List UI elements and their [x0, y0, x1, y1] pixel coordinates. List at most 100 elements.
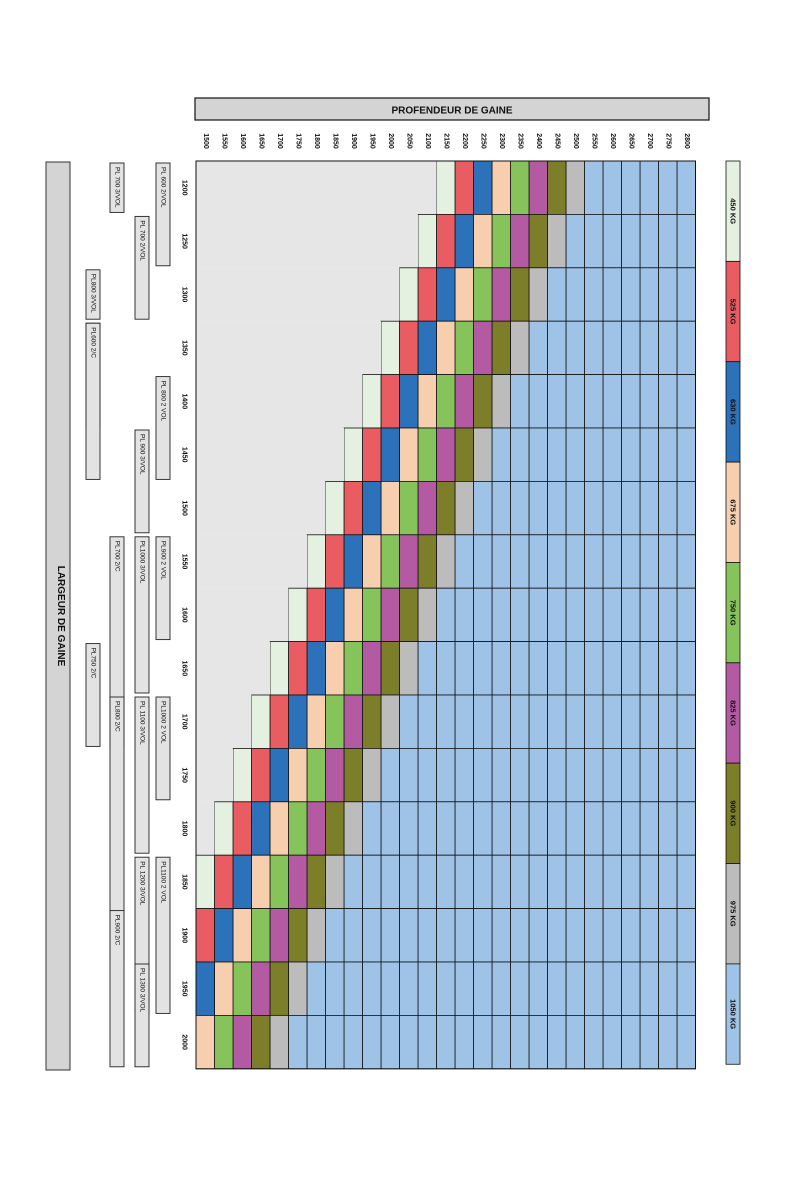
heatmap-cell	[251, 428, 270, 482]
size-bar	[134, 963, 150, 1068]
heatmap-cell	[528, 374, 548, 429]
heatmap-cell	[251, 374, 270, 428]
heatmap-cell	[436, 480, 456, 536]
heatmap-cell	[269, 641, 289, 696]
heatmap-cell	[454, 320, 474, 376]
heatmap-cell	[658, 748, 678, 803]
heatmap-cell	[565, 160, 585, 215]
heatmap-cell	[233, 267, 252, 322]
heatmap-cell	[306, 534, 326, 589]
heatmap-cell	[380, 854, 400, 910]
heatmap-cell	[584, 320, 604, 376]
heatmap-cell	[565, 908, 585, 963]
heatmap-cell	[343, 1015, 363, 1070]
heatmap-cell	[676, 320, 696, 376]
size-bars: PL 600 2/VOL PL 800 2 VOL PL900 2 VOL PL100…	[85, 162, 171, 1068]
heatmap-cell	[621, 694, 641, 749]
size-bar-label: PL1000 2 VOL	[160, 701, 167, 744]
heatmap-cell	[362, 161, 381, 215]
heatmap-cell	[584, 748, 604, 803]
heatmap-cell	[362, 748, 382, 803]
legend-label: 450 KG	[729, 198, 738, 224]
heatmap-cell	[307, 321, 326, 375]
y-tick-label: 2000	[387, 133, 394, 149]
heatmap-cell	[510, 961, 530, 1016]
heatmap-cell	[288, 961, 308, 1016]
heatmap-cell	[528, 267, 548, 322]
heatmap-cell	[658, 267, 678, 322]
heatmap-cell	[676, 641, 696, 696]
heatmap-cell	[454, 213, 474, 269]
heatmap-cell	[584, 1015, 604, 1070]
heatmap-cell	[417, 267, 437, 322]
y-tick-label: 2600	[609, 133, 616, 149]
heatmap-cell	[473, 587, 493, 643]
heatmap-cell	[381, 267, 400, 322]
heatmap-cell	[565, 427, 585, 482]
heatmap-cell	[491, 854, 511, 910]
y-tick-label: 2800	[683, 133, 690, 149]
heatmap-cell	[510, 641, 530, 696]
heatmap-cell	[270, 428, 289, 482]
y-tick-label: 1700	[276, 133, 283, 149]
heatmap-cell	[232, 908, 252, 963]
heatmap-cell	[343, 587, 363, 643]
heatmap-grid	[195, 160, 696, 1070]
heatmap-cell	[196, 748, 215, 802]
heatmap-cell	[528, 160, 548, 215]
x-tick-label: 1800	[181, 821, 188, 837]
x-tick-label: 1900	[181, 928, 188, 944]
heatmap-cell	[417, 587, 437, 643]
heatmap-cell	[436, 267, 456, 322]
heatmap-cell	[676, 961, 696, 1016]
heatmap-cell	[196, 428, 215, 482]
size-bar-label: PL 600 2/VOL	[160, 167, 167, 208]
heatmap-cell	[343, 427, 363, 482]
heatmap-cell	[565, 641, 585, 696]
heatmap-cell	[676, 213, 696, 269]
heatmap-cell	[214, 214, 233, 268]
heatmap-cell	[658, 694, 678, 749]
heatmap-cell	[528, 908, 548, 963]
size-bar-label: PL 900 3/VOL	[139, 434, 146, 475]
heatmap-cell	[288, 587, 308, 643]
heatmap-cell	[380, 908, 400, 963]
heatmap-cell	[399, 908, 419, 963]
x-tick-label: 1400	[181, 394, 188, 410]
heatmap-cell	[269, 908, 289, 963]
heatmap-cell	[362, 801, 382, 856]
size-bar-label: PL 800 2 VOL	[160, 381, 167, 422]
heatmap-cell	[307, 214, 326, 268]
heatmap-cell	[288, 641, 308, 696]
heatmap-cell	[658, 374, 678, 429]
heatmap-cell	[344, 161, 363, 215]
heatmap-cell	[288, 267, 307, 322]
grid-border	[195, 160, 696, 1070]
heatmap-cell	[639, 854, 659, 910]
heatmap-cell	[676, 1015, 696, 1070]
heatmap-cell	[602, 427, 622, 482]
y-tick-label: 2250	[479, 133, 486, 149]
legend-label: 525 KG	[729, 299, 738, 325]
heatmap-cell	[232, 801, 252, 856]
size-bar-label: PL 1100 3/VOL	[139, 701, 146, 745]
x-tick-label: 1350	[181, 340, 188, 356]
heatmap-cell	[547, 427, 567, 482]
heatmap-cell	[454, 427, 474, 482]
heatmap-cell	[510, 1015, 530, 1070]
heatmap-cell	[270, 214, 289, 268]
heatmap-cell	[269, 1015, 289, 1070]
heatmap-cell	[639, 374, 659, 429]
heatmap-cell	[584, 374, 604, 429]
size-bar	[155, 696, 171, 801]
heatmap-cell	[270, 161, 289, 215]
heatmap-cell	[269, 694, 289, 749]
heatmap-cell	[510, 534, 530, 589]
heatmap-cell	[325, 854, 345, 910]
heatmap-cell	[454, 748, 474, 803]
size-bar	[134, 215, 150, 320]
heatmap-cell	[196, 374, 215, 428]
size-bar-label: PL1100 2 VOL	[160, 861, 167, 904]
legend-label: 1050 KG	[729, 999, 738, 1029]
heatmap-cell	[621, 320, 641, 376]
